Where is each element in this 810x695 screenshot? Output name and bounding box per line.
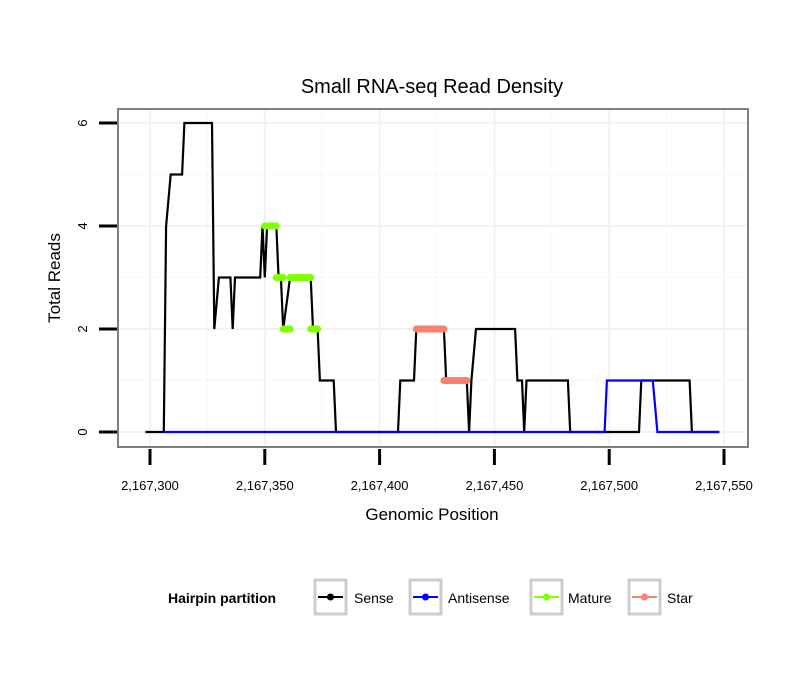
legend-item-star: Star [627,578,693,616]
x-tick-label: 2,167,400 [351,478,409,493]
y-tick-label: 2 [75,325,90,332]
legend-marker-antisense [422,593,429,601]
x-tick-label: 2,167,300 [121,478,179,493]
legend-marker-sense [327,593,334,601]
x-tick-label: 2,167,350 [236,478,294,493]
y-axis-label: Total Reads [45,233,64,323]
series-layer [145,121,720,434]
legend-item-antisense: Antisense [408,578,510,616]
plot-border [117,108,749,448]
x-tick-label: 2,167,550 [695,478,753,493]
x-axis: 2,167,300 2,167,350 2,167,400 2,167,450 2,16… [121,449,753,493]
y-tick-label: 4 [75,222,90,229]
y-axis: 0 2 4 6 [75,119,117,436]
plot-panel [117,108,749,448]
antisense-line [163,379,720,434]
legend-title: Hairpin partition [168,590,276,606]
legend-item-sense: Sense [313,578,394,616]
legend-label-sense: Sense [354,590,394,606]
x-tick-label: 2,167,500 [580,478,638,493]
x-tick-label: 2,167,450 [465,478,523,493]
legend-label-star: Star [667,590,693,606]
legend-marker-mature [543,593,550,601]
legend-label-mature: Mature [568,590,612,606]
y-tick-label: 6 [75,119,90,126]
x-axis-label: Genomic Position [365,505,498,524]
legend-item-mature: Mature [529,578,612,616]
y-tick-label: 0 [75,428,90,435]
chart-title: Small RNA-seq Read Density [301,76,563,98]
legend-marker-star [641,593,648,601]
legend: Hairpin partition Sense Antisense Mature St… [168,578,693,616]
legend-label-antisense: Antisense [448,590,510,606]
